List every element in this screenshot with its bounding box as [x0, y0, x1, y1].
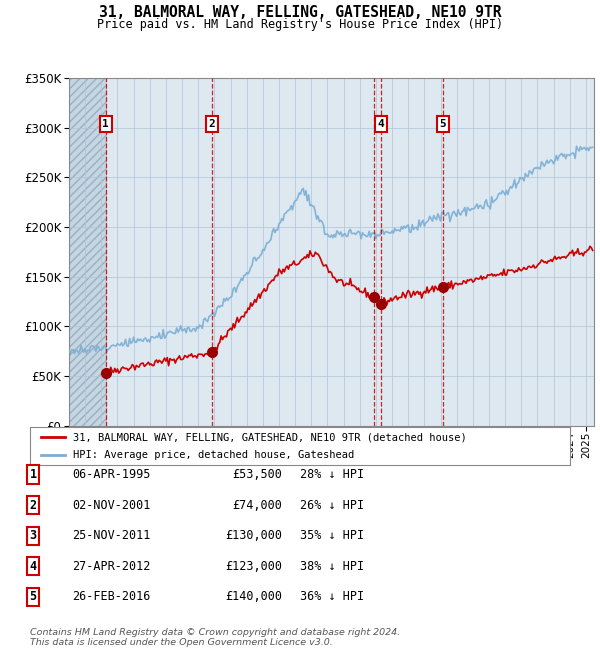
Text: 2: 2	[29, 499, 37, 512]
Text: 26-FEB-2016: 26-FEB-2016	[72, 590, 151, 603]
Text: 35% ↓ HPI: 35% ↓ HPI	[300, 529, 364, 542]
Text: Price paid vs. HM Land Registry's House Price Index (HPI): Price paid vs. HM Land Registry's House …	[97, 18, 503, 31]
Text: 31, BALMORAL WAY, FELLING, GATESHEAD, NE10 9TR: 31, BALMORAL WAY, FELLING, GATESHEAD, NE…	[99, 5, 501, 20]
Text: 4: 4	[378, 119, 385, 129]
Bar	[69, 78, 106, 426]
Text: 4: 4	[29, 560, 37, 573]
Text: 38% ↓ HPI: 38% ↓ HPI	[300, 560, 364, 573]
Text: 5: 5	[440, 119, 446, 129]
Text: 1: 1	[29, 468, 37, 481]
Text: Contains HM Land Registry data © Crown copyright and database right 2024.: Contains HM Land Registry data © Crown c…	[30, 628, 400, 637]
Text: 31, BALMORAL WAY, FELLING, GATESHEAD, NE10 9TR (detached house): 31, BALMORAL WAY, FELLING, GATESHEAD, NE…	[73, 432, 467, 442]
Text: £123,000: £123,000	[225, 560, 282, 573]
Text: 27-APR-2012: 27-APR-2012	[72, 560, 151, 573]
Text: 3: 3	[29, 529, 37, 542]
Text: £140,000: £140,000	[225, 590, 282, 603]
Text: £53,500: £53,500	[232, 468, 282, 481]
Text: 1: 1	[102, 119, 109, 129]
Text: 25-NOV-2011: 25-NOV-2011	[72, 529, 151, 542]
Text: £130,000: £130,000	[225, 529, 282, 542]
Text: This data is licensed under the Open Government Licence v3.0.: This data is licensed under the Open Gov…	[30, 638, 333, 647]
Text: 26% ↓ HPI: 26% ↓ HPI	[300, 499, 364, 512]
Text: 2: 2	[208, 119, 215, 129]
Text: 28% ↓ HPI: 28% ↓ HPI	[300, 468, 364, 481]
Text: £74,000: £74,000	[232, 499, 282, 512]
Text: 5: 5	[29, 590, 37, 603]
Text: HPI: Average price, detached house, Gateshead: HPI: Average price, detached house, Gate…	[73, 450, 355, 460]
Text: 06-APR-1995: 06-APR-1995	[72, 468, 151, 481]
Text: 02-NOV-2001: 02-NOV-2001	[72, 499, 151, 512]
Text: 36% ↓ HPI: 36% ↓ HPI	[300, 590, 364, 603]
